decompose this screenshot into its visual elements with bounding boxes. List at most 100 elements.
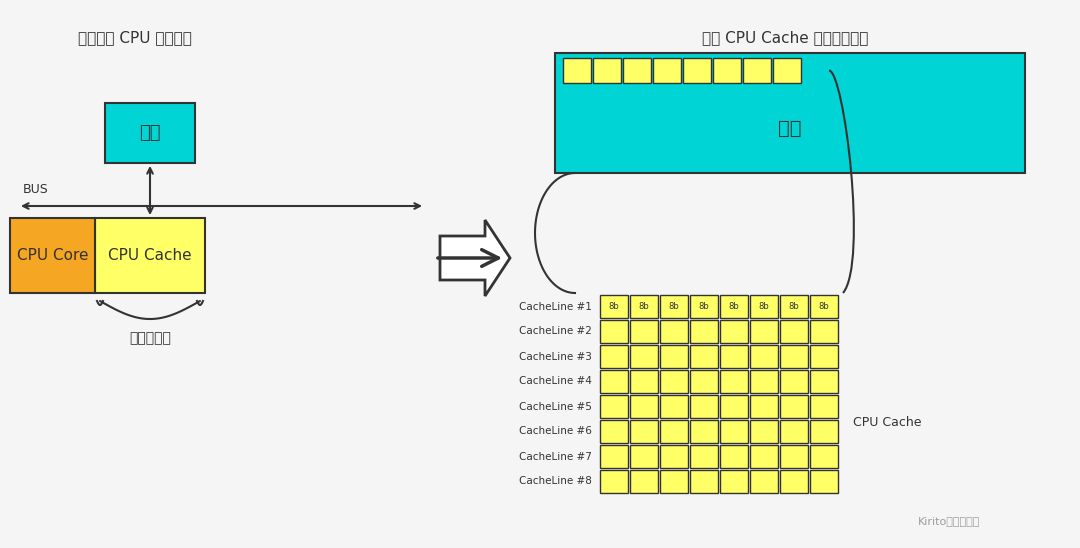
Text: 8b: 8b [699,302,710,311]
FancyBboxPatch shape [600,445,627,468]
FancyBboxPatch shape [720,295,748,318]
FancyBboxPatch shape [555,53,1025,173]
FancyBboxPatch shape [720,420,748,443]
FancyBboxPatch shape [683,58,711,83]
FancyBboxPatch shape [630,395,658,418]
Text: CacheLine #8: CacheLine #8 [519,477,592,487]
FancyBboxPatch shape [593,58,621,83]
FancyBboxPatch shape [750,395,778,418]
FancyBboxPatch shape [743,58,771,83]
FancyBboxPatch shape [720,445,748,468]
Text: 简化后的 CPU 缓存架构: 简化后的 CPU 缓存架构 [78,31,192,45]
Text: 8b: 8b [758,302,769,311]
FancyBboxPatch shape [95,218,205,293]
FancyBboxPatch shape [750,345,778,368]
FancyBboxPatch shape [810,345,838,368]
FancyBboxPatch shape [750,445,778,468]
FancyBboxPatch shape [630,295,658,318]
FancyBboxPatch shape [720,395,748,418]
FancyBboxPatch shape [690,395,718,418]
FancyBboxPatch shape [810,395,838,418]
FancyBboxPatch shape [630,320,658,343]
FancyBboxPatch shape [810,295,838,318]
FancyBboxPatch shape [810,470,838,493]
FancyBboxPatch shape [690,370,718,393]
Text: 8b: 8b [729,302,740,311]
Text: Kirito的技术分享: Kirito的技术分享 [918,516,980,526]
FancyBboxPatch shape [810,445,838,468]
Text: CacheLine #6: CacheLine #6 [519,426,592,437]
Polygon shape [440,220,510,296]
FancyBboxPatch shape [600,320,627,343]
Text: 体现 CPU Cache 和内存的关系: 体现 CPU Cache 和内存的关系 [702,31,868,45]
Text: CacheLine #3: CacheLine #3 [519,351,592,362]
Text: CPU Cache: CPU Cache [853,416,921,430]
FancyBboxPatch shape [660,445,688,468]
Text: CPU Core: CPU Core [17,248,89,263]
FancyBboxPatch shape [690,320,718,343]
FancyBboxPatch shape [780,370,808,393]
FancyBboxPatch shape [780,470,808,493]
FancyBboxPatch shape [750,295,778,318]
FancyBboxPatch shape [750,370,778,393]
FancyBboxPatch shape [600,420,627,443]
FancyBboxPatch shape [105,103,195,163]
FancyBboxPatch shape [720,370,748,393]
FancyBboxPatch shape [623,58,651,83]
FancyBboxPatch shape [690,470,718,493]
Text: CacheLine #4: CacheLine #4 [519,376,592,386]
FancyBboxPatch shape [780,445,808,468]
Text: 内存: 内存 [779,118,801,138]
Text: 内存: 内存 [139,124,161,142]
FancyBboxPatch shape [630,370,658,393]
FancyBboxPatch shape [600,295,627,318]
FancyBboxPatch shape [660,295,688,318]
FancyBboxPatch shape [630,345,658,368]
FancyBboxPatch shape [750,320,778,343]
Text: 今天的主角: 今天的主角 [130,331,171,345]
Text: CacheLine #7: CacheLine #7 [519,452,592,461]
FancyBboxPatch shape [600,395,627,418]
FancyBboxPatch shape [780,395,808,418]
Text: 8b: 8b [788,302,799,311]
FancyBboxPatch shape [750,420,778,443]
FancyBboxPatch shape [750,470,778,493]
FancyBboxPatch shape [630,445,658,468]
FancyBboxPatch shape [720,470,748,493]
FancyBboxPatch shape [660,370,688,393]
FancyBboxPatch shape [630,420,658,443]
Text: CacheLine #1: CacheLine #1 [519,301,592,311]
FancyBboxPatch shape [660,395,688,418]
Text: 8b: 8b [669,302,679,311]
Text: 8b: 8b [638,302,649,311]
FancyBboxPatch shape [713,58,741,83]
FancyBboxPatch shape [810,320,838,343]
FancyBboxPatch shape [630,470,658,493]
FancyBboxPatch shape [600,345,627,368]
FancyBboxPatch shape [810,420,838,443]
FancyBboxPatch shape [653,58,681,83]
Text: CPU Cache: CPU Cache [108,248,192,263]
FancyBboxPatch shape [780,345,808,368]
Text: 8b: 8b [609,302,619,311]
FancyBboxPatch shape [720,320,748,343]
FancyBboxPatch shape [780,295,808,318]
FancyBboxPatch shape [563,58,591,83]
FancyBboxPatch shape [773,58,801,83]
Text: CacheLine #2: CacheLine #2 [519,327,592,336]
FancyBboxPatch shape [720,345,748,368]
FancyBboxPatch shape [10,218,95,293]
FancyBboxPatch shape [810,370,838,393]
FancyBboxPatch shape [780,320,808,343]
FancyBboxPatch shape [660,420,688,443]
FancyBboxPatch shape [690,345,718,368]
FancyBboxPatch shape [600,370,627,393]
FancyBboxPatch shape [600,470,627,493]
FancyBboxPatch shape [690,445,718,468]
FancyBboxPatch shape [660,345,688,368]
FancyBboxPatch shape [780,420,808,443]
FancyBboxPatch shape [690,420,718,443]
Text: 8b: 8b [819,302,829,311]
FancyBboxPatch shape [690,295,718,318]
FancyBboxPatch shape [660,320,688,343]
